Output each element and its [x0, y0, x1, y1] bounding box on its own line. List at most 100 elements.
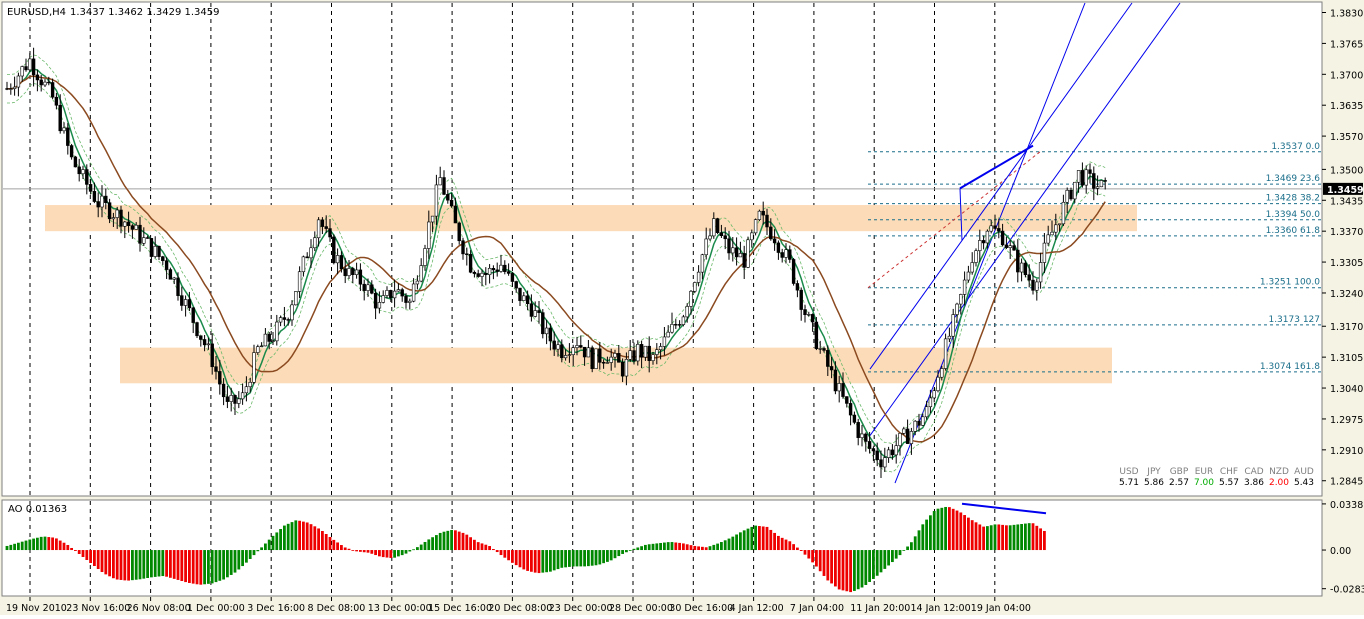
- ao-bar: [203, 550, 206, 585]
- candle-body: [183, 299, 188, 306]
- moving-averages: [7, 54, 1106, 473]
- candle-body: [430, 215, 435, 223]
- candle-body: [788, 249, 792, 260]
- ao-bar: [317, 528, 320, 551]
- candle-body: [423, 248, 427, 266]
- candle-body: [879, 459, 883, 468]
- candle-body: [39, 79, 43, 86]
- ao-bar: [799, 550, 803, 552]
- ao-bar: [267, 539, 271, 551]
- strength-value: 2.00: [1269, 478, 1289, 488]
- current-price-label: 1.3459: [1327, 185, 1364, 196]
- ao-bar: [100, 550, 104, 573]
- candle-body: [16, 75, 21, 88]
- candle-body: [776, 242, 781, 253]
- ao-bar: [978, 524, 982, 551]
- candle-body: [962, 279, 967, 295]
- candle-body: [427, 221, 431, 249]
- candle-body: [974, 250, 978, 263]
- candle-body: [187, 299, 192, 309]
- ao-bar: [780, 537, 784, 551]
- x-tick-label: 23 Nov 16:00: [66, 603, 130, 614]
- ao-bar: [264, 543, 267, 551]
- candle-body: [636, 344, 640, 362]
- ao-bar: [39, 536, 43, 551]
- ao-bar: [606, 550, 609, 562]
- ao-bar: [1039, 528, 1042, 551]
- x-tick-label: 3 Dec 16:00: [247, 603, 305, 614]
- candle-body: [818, 348, 822, 350]
- ao-bar: [898, 550, 902, 556]
- candle-body: [537, 310, 541, 313]
- candle-body: [712, 218, 716, 237]
- ao-bar: [412, 549, 415, 551]
- candle-body: [335, 255, 340, 264]
- candle-body: [556, 344, 560, 350]
- ao-bar: [229, 550, 233, 575]
- ao-bar: [716, 543, 719, 551]
- candle-body: [723, 235, 727, 240]
- candle-body: [305, 256, 309, 259]
- candle-body: [563, 355, 568, 359]
- candle-body: [883, 457, 887, 468]
- candle-body: [237, 398, 241, 404]
- candle-body: [742, 253, 746, 268]
- candles: [5, 47, 1107, 478]
- candle-body: [180, 295, 184, 306]
- ao-bar: [602, 550, 605, 564]
- ao-bar: [765, 526, 769, 551]
- candle-body: [263, 333, 268, 347]
- ao-bar: [1008, 525, 1012, 551]
- candle-body: [852, 414, 857, 423]
- ao-bar: [374, 550, 377, 556]
- ao-bar: [564, 550, 567, 568]
- ao-bar: [993, 524, 997, 551]
- ao-bar: [750, 526, 754, 551]
- ao-bar: [214, 550, 218, 583]
- candle-body: [130, 225, 135, 230]
- candle-body: [506, 271, 511, 274]
- candle-body: [757, 210, 762, 220]
- candle-body: [324, 226, 328, 229]
- strength-currency: AUD: [1294, 467, 1314, 477]
- candle-body: [970, 262, 974, 273]
- candle-body: [1080, 170, 1085, 186]
- candle-body: [620, 362, 625, 377]
- x-tick-label: 23 Dec 00:00: [549, 603, 613, 614]
- candle-body: [639, 344, 644, 358]
- ao-bar: [967, 517, 970, 551]
- ao-bar: [917, 530, 921, 551]
- y-tick-label: 1.3570: [1330, 132, 1363, 143]
- candle-body: [1000, 230, 1005, 246]
- ao-bar: [598, 550, 602, 565]
- ao-bar: [188, 550, 191, 583]
- strength-currency: EUR: [1195, 467, 1214, 477]
- candle-body: [985, 230, 990, 244]
- candle-body: [1092, 173, 1096, 189]
- candle-body: [58, 104, 62, 132]
- ao-bar: [499, 550, 503, 556]
- strength-currency: CAD: [1244, 467, 1263, 477]
- ao-bar: [511, 550, 514, 563]
- ao-bar: [872, 550, 875, 579]
- ao-bar: [796, 547, 799, 551]
- ao-bar: [537, 550, 541, 574]
- candle-body: [544, 327, 549, 335]
- ao-bar: [587, 550, 590, 567]
- ao-bar: [883, 550, 887, 569]
- ao-bar: [746, 528, 750, 551]
- ao-divergence-line: [961, 502, 1047, 515]
- ao-bar: [955, 510, 959, 551]
- candle-body: [997, 228, 1001, 232]
- candle-body: [909, 431, 914, 444]
- candle-body: [567, 354, 572, 356]
- candle-body: [510, 273, 515, 282]
- ma-slow-line: [7, 75, 1106, 443]
- candle-body: [12, 86, 17, 89]
- candle-body: [47, 81, 51, 84]
- candle-body: [837, 383, 841, 392]
- y-tick-label: 1.2910: [1330, 446, 1363, 457]
- ao-bar: [1031, 523, 1035, 551]
